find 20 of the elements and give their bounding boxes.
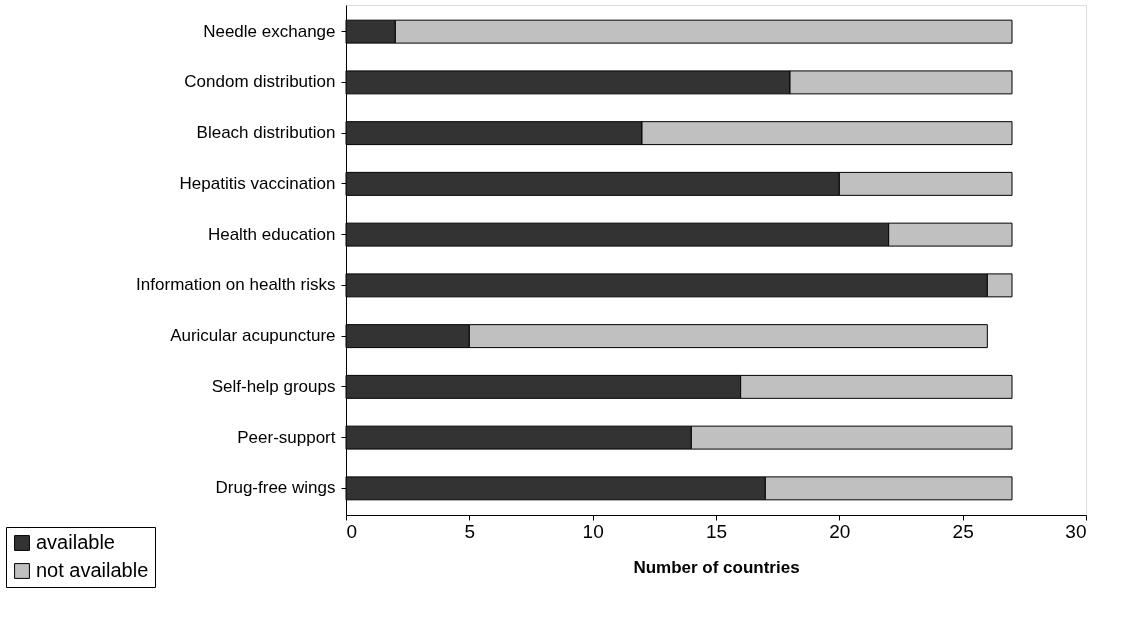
x-tick-label: 5	[464, 520, 476, 542]
legend-label: available	[36, 531, 115, 553]
y-tick-label: Bleach distribution	[196, 123, 336, 143]
x-tick-label: 20	[829, 520, 851, 542]
y-tick-label: Health education	[207, 224, 336, 244]
x-tick-label: 0	[346, 520, 358, 542]
legend-label: not available	[36, 559, 149, 581]
x-tick-label: 10	[582, 520, 604, 542]
y-tick-label: Needle exchange	[203, 21, 336, 41]
x-tick-label: 25	[952, 520, 974, 542]
x-tick-label: 30	[1065, 520, 1087, 542]
y-tick-label: Drug-free wings	[215, 478, 336, 498]
y-tick-label: Peer-support	[237, 427, 336, 447]
y-tick-label: Condom distribution	[184, 72, 336, 92]
x-axis-title: Number of countries	[633, 557, 800, 577]
y-tick-label: Self-help groups	[211, 376, 336, 396]
y-tick-label: Auricular acupuncture	[170, 326, 336, 346]
y-tick-label: Information on health risks	[136, 275, 336, 295]
x-tick-label: 15	[705, 520, 728, 542]
y-tick-label: Hepatitis vaccination	[179, 173, 336, 193]
